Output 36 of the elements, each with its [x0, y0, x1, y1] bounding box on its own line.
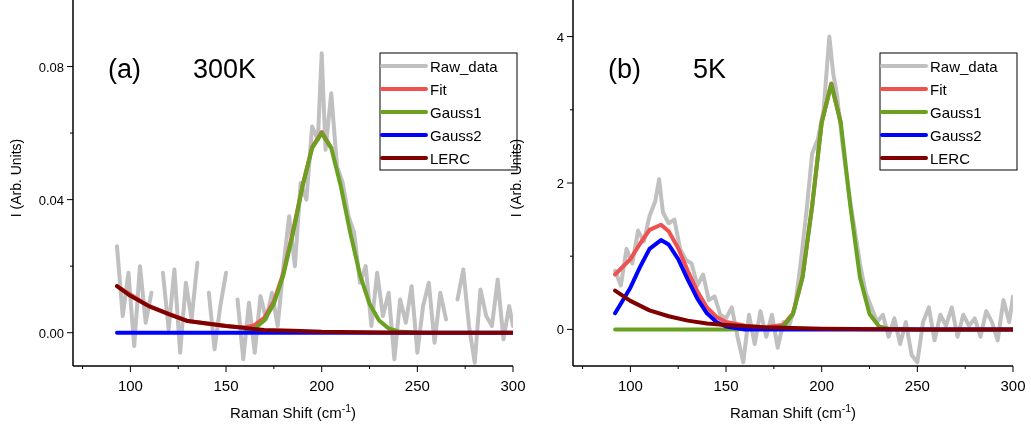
x-tick-label: 150 — [213, 377, 239, 394]
x-tick-label: 200 — [809, 377, 835, 394]
x-tick-label: 200 — [309, 377, 335, 394]
legend-label: Gauss1 — [930, 104, 982, 121]
x-tick-label: 250 — [904, 377, 930, 394]
annotation: (b) — [608, 54, 641, 84]
y-tick-label: 2 — [556, 176, 564, 191]
annotation: 5K — [693, 54, 727, 84]
line-series — [613, 288, 1013, 332]
y-axis-title: I (Arb. Units) — [508, 138, 524, 218]
legend-label: Gauss2 — [930, 127, 982, 144]
x-axis-title: Raman Shift (cm$^{-1}$) — [229, 402, 357, 421]
legend-label: Raw_data — [430, 58, 499, 75]
legend-label: Gauss1 — [430, 104, 482, 121]
x-tick-label: 250 — [404, 377, 430, 394]
y-tick-label: 4 — [556, 29, 564, 45]
y-axis-title: I (Arb. Units) — [8, 138, 24, 218]
y-tick-label: 0.04 — [38, 192, 64, 208]
legend-label: LERC — [430, 150, 471, 167]
x-tick-label: 300 — [1000, 377, 1026, 394]
line-series — [115, 284, 513, 335]
legend-label: Fit — [430, 81, 448, 98]
x-axis-title: Raman Shift (cm$^{-1}$) — [729, 402, 857, 421]
x-tick-label: 100 — [617, 377, 643, 394]
x-tick-label: 300 — [500, 377, 526, 394]
y-tick-label: 0 — [556, 322, 564, 338]
legend-label: Gauss2 — [430, 127, 482, 144]
y-tick-label: 0.08 — [38, 59, 64, 75]
legend-label: Raw_data — [930, 58, 999, 75]
annotation: 300K — [193, 54, 257, 84]
legend-label: Fit — [930, 81, 948, 98]
y-tick-label: 0.00 — [38, 325, 64, 341]
x-tick-label: 150 — [713, 377, 739, 394]
legend-label: LERC — [930, 150, 971, 167]
annotation: (a) — [108, 54, 141, 84]
x-tick-label: 100 — [117, 377, 143, 394]
